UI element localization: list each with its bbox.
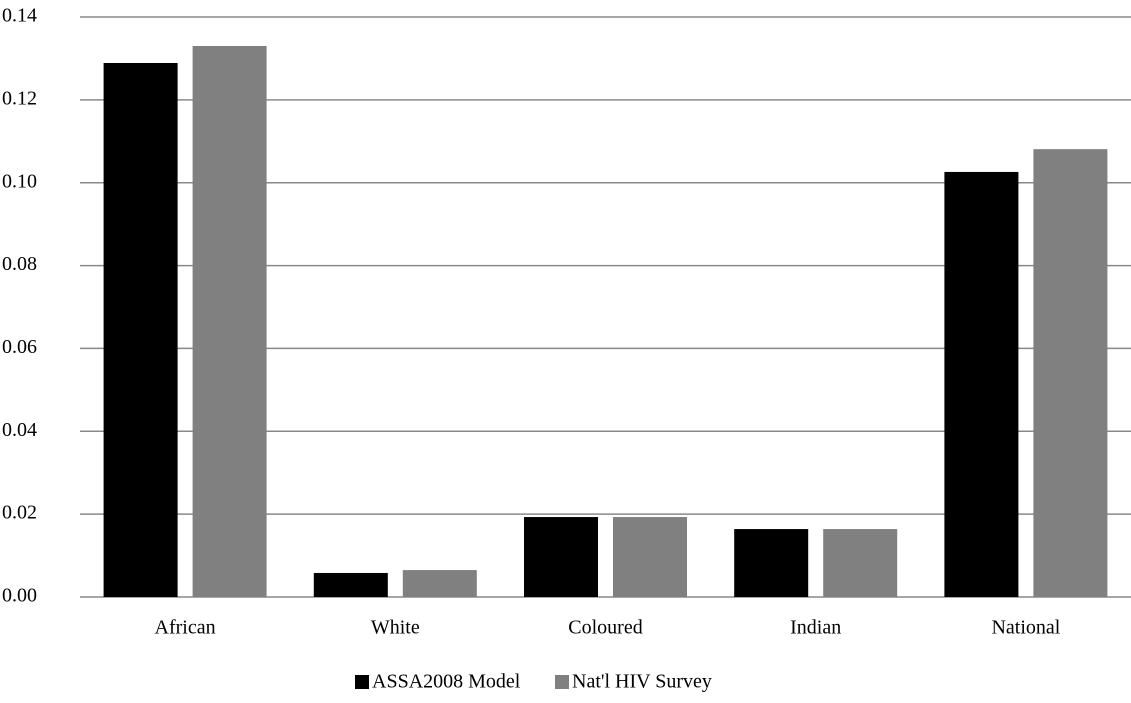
y-tick-label: 0.08 bbox=[2, 253, 37, 275]
x-tick-label: African bbox=[155, 617, 216, 639]
bar bbox=[313, 572, 388, 597]
bar bbox=[823, 529, 898, 597]
x-tick-label: White bbox=[371, 617, 420, 639]
bar bbox=[1033, 149, 1108, 597]
bar bbox=[734, 529, 809, 597]
bar bbox=[613, 517, 687, 597]
y-tick-label: 0.10 bbox=[2, 170, 37, 192]
y-tick-label: 0.12 bbox=[2, 87, 37, 109]
legend-label: Nat'l HIV Survey bbox=[572, 671, 712, 693]
x-tick-label: National bbox=[991, 617, 1060, 639]
y-tick-label: 0.14 bbox=[2, 5, 37, 27]
y-tick-label: 0.04 bbox=[2, 419, 37, 441]
y-tick-label: 0.00 bbox=[2, 585, 37, 607]
bar bbox=[402, 570, 477, 597]
legend-label: ASSA2008 Model bbox=[372, 671, 521, 693]
bar bbox=[524, 517, 598, 597]
bar bbox=[192, 46, 267, 597]
y-tick-label: 0.06 bbox=[2, 336, 37, 358]
bar bbox=[944, 171, 1019, 597]
x-tick-label: Coloured bbox=[568, 617, 642, 639]
x-tick-label: Indian bbox=[790, 617, 841, 639]
legend-swatch bbox=[555, 675, 569, 689]
bar bbox=[103, 62, 178, 597]
legend-swatch bbox=[355, 675, 369, 689]
y-tick-label: 0.02 bbox=[2, 502, 37, 524]
